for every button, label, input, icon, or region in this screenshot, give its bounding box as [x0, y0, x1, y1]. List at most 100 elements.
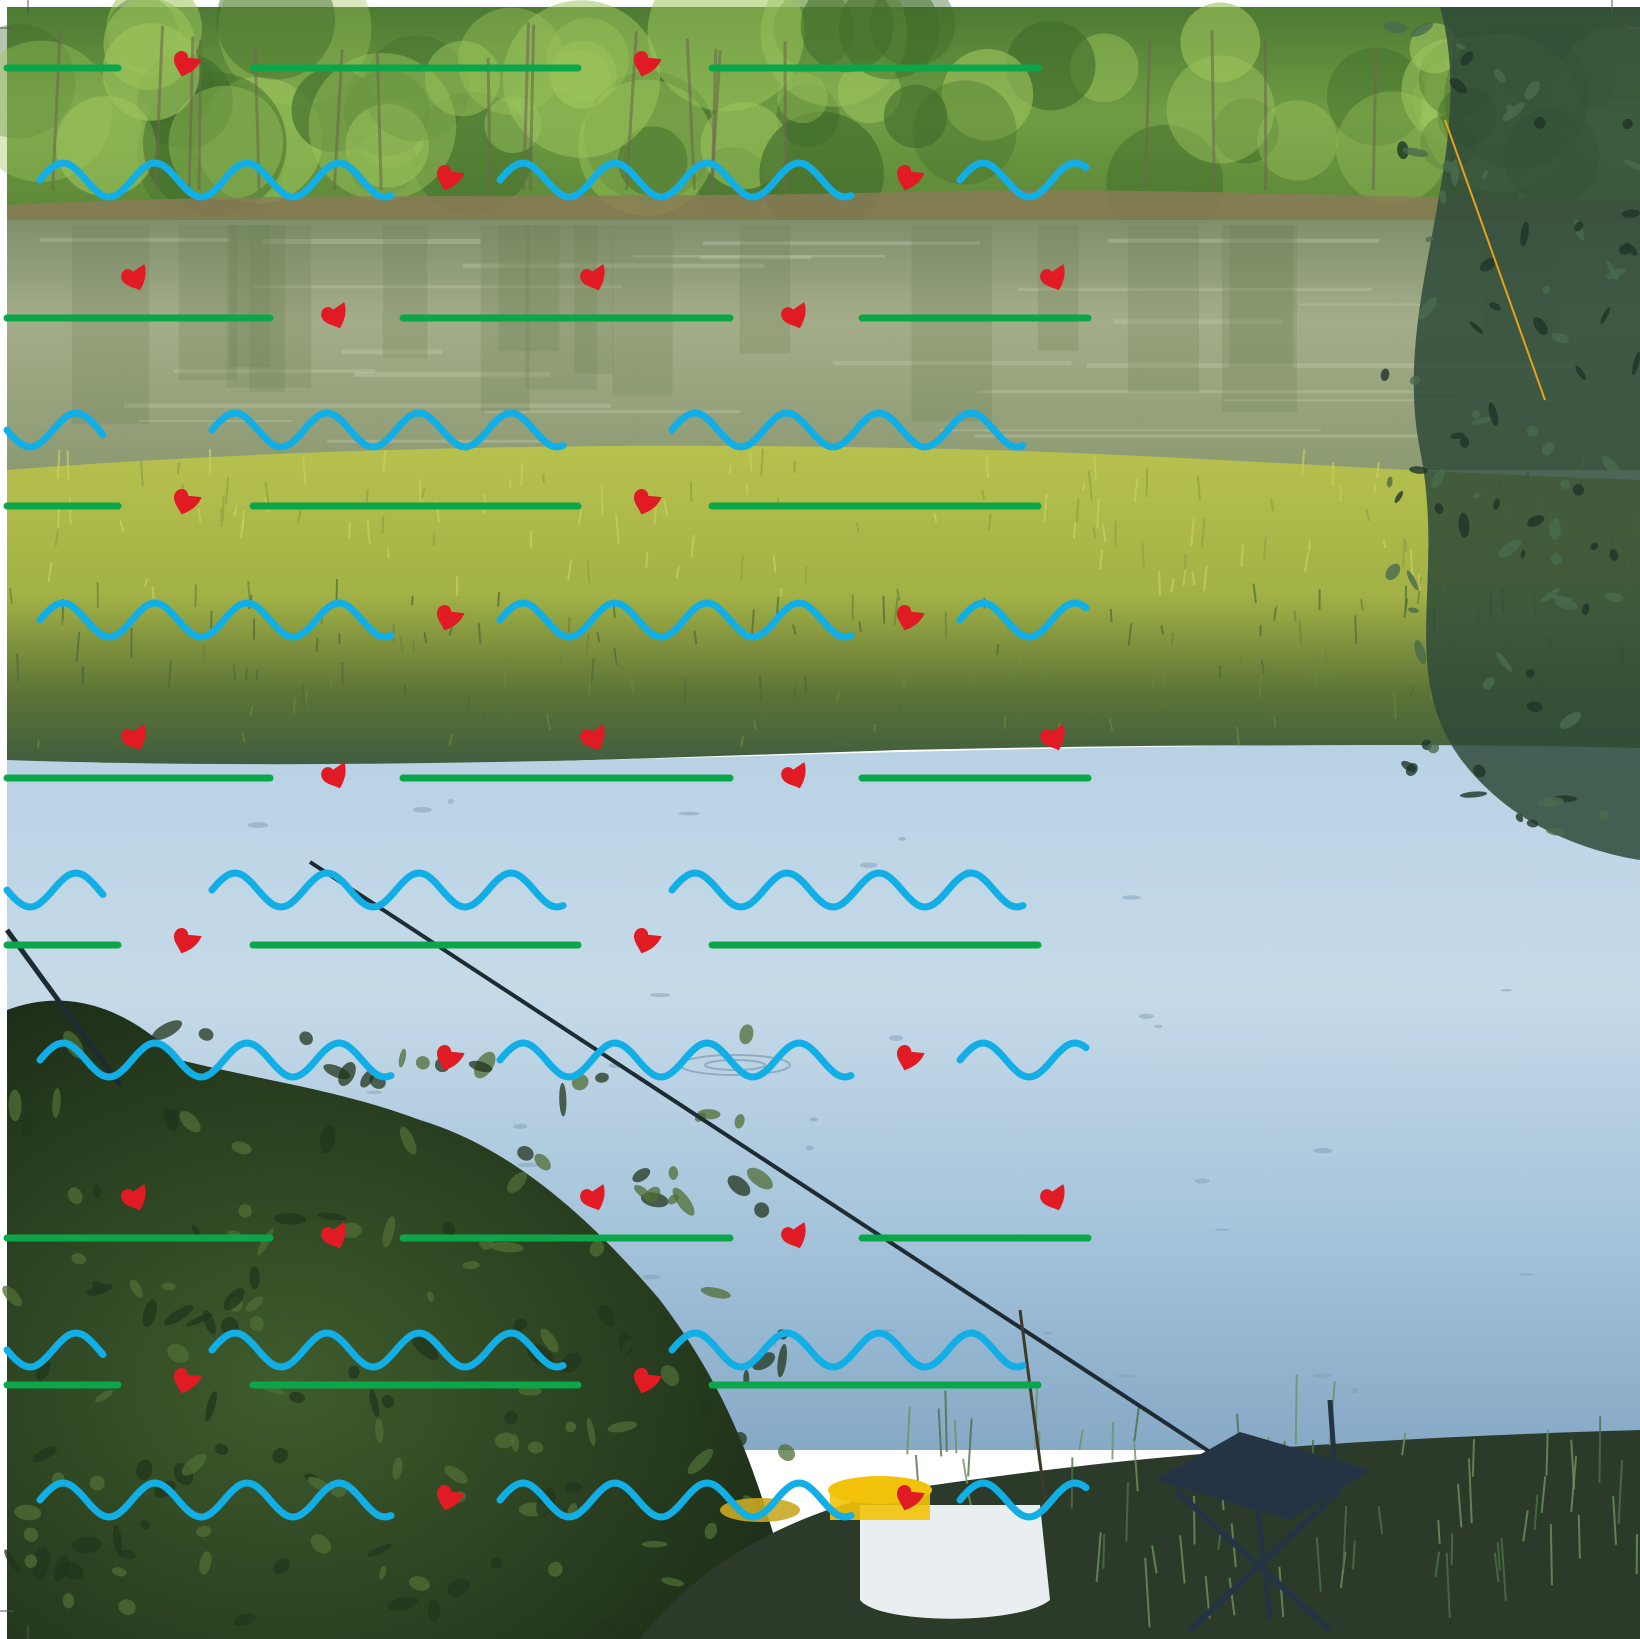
grass-blade	[1260, 659, 1265, 674]
tree-canopy-blob	[1166, 55, 1275, 164]
lake-debris	[678, 811, 700, 816]
grass-blade	[1360, 599, 1364, 611]
grass-blade	[835, 690, 841, 703]
willow-leaf	[1455, 43, 1467, 50]
bush-leaf	[71, 1536, 101, 1554]
shore-reed	[906, 1406, 911, 1455]
tree-reflection	[1229, 225, 1294, 369]
heart-icon	[891, 602, 925, 635]
willow-leaf	[1604, 592, 1624, 602]
grass-blade	[772, 555, 777, 573]
bush-leaf	[641, 1540, 668, 1548]
grass-blade	[194, 584, 197, 608]
bush-leaf	[140, 1519, 150, 1531]
bush-leaf	[319, 1124, 336, 1154]
bush-leaf	[299, 1031, 313, 1046]
bush-leaf	[118, 1599, 136, 1616]
willow-leaf	[1526, 701, 1543, 712]
grass-blade	[570, 719, 575, 730]
bush-leaf	[547, 1561, 563, 1577]
bush-leaf	[589, 1240, 605, 1257]
lake-debris	[1214, 1228, 1231, 1231]
river-ripple	[702, 241, 980, 246]
bush-leaf	[595, 1072, 609, 1083]
bush-leaf	[214, 1443, 229, 1456]
bush-leaf	[375, 1418, 384, 1444]
willow-leaf	[1542, 285, 1551, 295]
tree-reflection	[229, 225, 270, 368]
grass-blade	[1354, 615, 1358, 644]
shore-reed	[914, 1454, 920, 1484]
shore-reed	[1445, 1552, 1451, 1618]
river-ripple	[327, 439, 548, 443]
grass-blade	[1158, 571, 1162, 596]
bush-leaf	[427, 1599, 440, 1623]
folding-stool-seat	[1155, 1432, 1370, 1520]
grass-blade	[432, 532, 436, 546]
bush-leaf	[2, 1285, 23, 1307]
willow-leaf	[1622, 118, 1633, 130]
tree-reflection	[911, 225, 992, 422]
bush-leaf	[586, 1417, 596, 1446]
grass-blade	[1108, 717, 1114, 731]
shore-reed	[1457, 1483, 1463, 1528]
willow-leaf	[1624, 242, 1638, 256]
willow-leaf	[1575, 366, 1586, 380]
grass-blade	[292, 697, 297, 714]
shore-reed	[1179, 1535, 1186, 1584]
tree-trunk	[197, 39, 203, 191]
bush-leaf	[607, 1421, 638, 1433]
tree-canopy-blob	[168, 85, 284, 201]
bush-leaf	[274, 1213, 307, 1225]
grass-blade	[1196, 475, 1201, 501]
bush-leaf	[528, 1441, 544, 1454]
grass-blade	[897, 705, 901, 719]
shore-reed	[1468, 1458, 1473, 1524]
shore-reed	[1533, 1494, 1539, 1530]
heart-icon	[779, 760, 813, 793]
willow-leaf	[1386, 476, 1393, 488]
willow-leaf	[1409, 466, 1428, 474]
river-ripple	[833, 361, 1072, 365]
willow-leaf	[1533, 317, 1548, 335]
bush-leaf	[600, 1619, 617, 1635]
tree-reflection	[498, 225, 560, 352]
bush-leaf	[561, 1352, 582, 1373]
bush-leaf	[494, 1432, 516, 1449]
grass-blade	[255, 669, 259, 681]
grass-blade	[1096, 498, 1100, 529]
shore-reed	[1377, 1505, 1384, 1534]
blue-wave	[208, 409, 567, 451]
willow-leaf	[1598, 810, 1610, 822]
tree-trunk	[1143, 38, 1152, 191]
bush-leaf	[273, 1557, 290, 1575]
grass-blade	[296, 509, 302, 524]
heart-icon	[891, 162, 925, 195]
grass-blade	[630, 678, 635, 693]
bush-leaf	[223, 1288, 245, 1311]
blue-wave	[208, 869, 567, 911]
grass-blade	[1235, 726, 1241, 746]
grass-blade	[233, 504, 238, 516]
grass-blade	[1417, 574, 1422, 592]
lake-debris	[1154, 1024, 1163, 1029]
grass-blade	[81, 668, 85, 683]
willow-leaf	[1449, 78, 1467, 94]
willow-leaf	[1479, 257, 1497, 272]
white-bucket	[860, 1505, 1050, 1619]
blue-wave	[496, 159, 855, 201]
grass-blade	[827, 726, 831, 739]
blue-wave	[3, 409, 107, 451]
willow-leaf	[1471, 416, 1495, 425]
willow-leaf	[1459, 791, 1488, 798]
willow-leaf	[1473, 764, 1486, 778]
willow-leaf	[1418, 297, 1438, 320]
lake-debris	[1518, 1273, 1535, 1276]
blue-wave	[956, 599, 1090, 641]
grass-blade	[1252, 583, 1257, 604]
bush-leaf	[164, 1305, 194, 1326]
heart-icon	[628, 486, 662, 519]
bush-leaf	[381, 1394, 394, 1409]
heart-icon	[431, 162, 465, 195]
